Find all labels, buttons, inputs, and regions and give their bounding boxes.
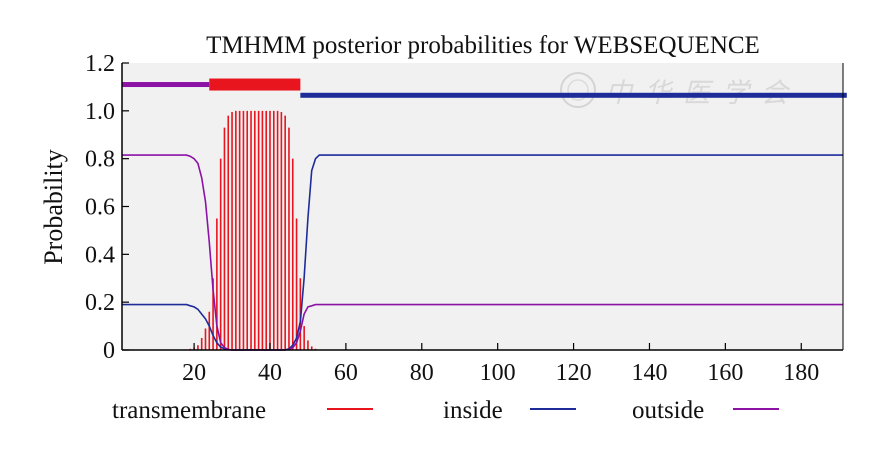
y-ticks: 0 0.2 0.4 0.6 0.8 1.0 1.2 xyxy=(85,51,129,364)
watermark-seal-icon xyxy=(560,72,596,108)
y-tick-label: 0.6 xyxy=(85,195,115,221)
y-tick-label: 0.2 xyxy=(85,290,115,316)
x-tick-label: 120 xyxy=(556,360,592,386)
x-tick-label: 40 xyxy=(258,360,282,386)
plot-area xyxy=(122,63,843,350)
topology-inside xyxy=(300,92,847,98)
x-tick-label: 80 xyxy=(410,360,434,386)
topology-bar xyxy=(122,78,847,98)
y-axis-label: Probability xyxy=(39,149,68,265)
y-tick-label: 1.2 xyxy=(85,51,115,77)
topology-outside xyxy=(122,82,210,88)
legend: transmembrane inside outside xyxy=(112,397,779,424)
legend-label-inside: inside xyxy=(443,397,503,424)
y-tick-label: 0.4 xyxy=(85,242,115,268)
x-tick-label: 180 xyxy=(783,360,819,386)
x-tick-label: 100 xyxy=(480,360,516,386)
chart-title: TMHMM posterior probabilities for WEBSEQ… xyxy=(206,32,760,59)
y-tick-label: 0 xyxy=(103,338,115,364)
x-tick-label: 20 xyxy=(182,360,206,386)
watermark-seal-inner-icon xyxy=(567,79,589,101)
y-tick-label: 1.0 xyxy=(85,99,115,125)
x-tick-label: 60 xyxy=(334,360,358,386)
topology-transmembrane xyxy=(209,78,301,91)
x-ticks: 20 40 60 80 100 120 140 160 180 xyxy=(182,343,819,386)
legend-label-transmembrane: transmembrane xyxy=(112,397,266,424)
x-tick-label: 160 xyxy=(707,360,743,386)
transmembrane-bars xyxy=(185,110,317,350)
x-tick-label: 140 xyxy=(631,360,667,386)
legend-label-outside: outside xyxy=(632,397,704,424)
y-tick-label: 0.8 xyxy=(85,147,115,173)
